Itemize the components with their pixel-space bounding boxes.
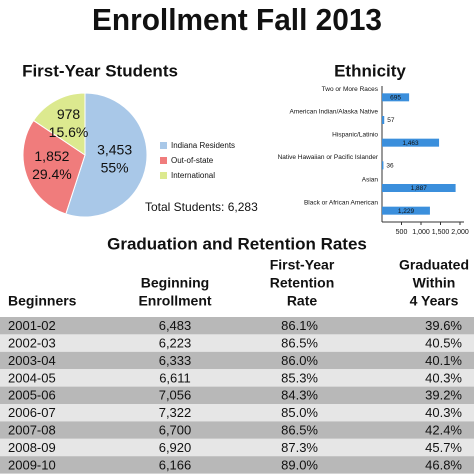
table-row — [0, 334, 474, 352]
count-label: 978 — [57, 106, 81, 122]
column-header: 4 Years — [410, 293, 459, 309]
data-label: 57 — [387, 117, 395, 124]
table-cell: 2005-06 — [8, 388, 56, 403]
table-cell: 40.1% — [425, 353, 462, 368]
bar — [382, 184, 456, 192]
table-cell: 84.3% — [281, 388, 318, 403]
pie-title: First-Year Students — [22, 61, 178, 80]
table-row — [0, 404, 474, 422]
pie-slice — [32, 92, 86, 156]
table-row — [0, 369, 474, 387]
value-label: 15.6% — [49, 124, 89, 140]
table-cell: 40.3% — [425, 370, 462, 385]
legend-swatch — [160, 157, 167, 164]
table-cell: 45.7% — [425, 440, 462, 455]
table-cell: 85.0% — [281, 405, 318, 420]
column-header: Beginning — [141, 275, 209, 291]
category-label: Asian — [362, 177, 379, 184]
column-header: Beginners — [8, 293, 77, 309]
table-cell: 6,700 — [159, 423, 192, 438]
data-label: 1,463 — [402, 140, 419, 147]
bar — [382, 116, 385, 124]
table-cell: 86.5% — [281, 423, 318, 438]
table-cell: 86.0% — [281, 353, 318, 368]
table-cell: 2009-10 — [8, 457, 56, 472]
count-label: 1,852 — [34, 148, 69, 164]
table-cell: 2001-02 — [8, 318, 56, 333]
bar — [382, 206, 430, 215]
table-cell: 2004-05 — [8, 370, 56, 385]
table-cell: 89.0% — [281, 457, 318, 472]
table-cell: 6,333 — [159, 353, 192, 368]
table-row — [0, 456, 474, 474]
count-label: 3,453 — [97, 141, 132, 157]
data-label: 1,229 — [398, 208, 415, 215]
data-label: 36 — [386, 163, 394, 170]
category-label: Native Hawaiian or Pacific Islander — [278, 154, 379, 161]
table-cell: 86.1% — [281, 318, 318, 333]
legend-label: Indiana Residents — [171, 141, 235, 150]
table-cell: 7,322 — [159, 405, 192, 420]
value-label: 29.4% — [32, 166, 72, 182]
bar-title: Ethnicity — [334, 61, 406, 80]
page-title: Enrollment Fall 2013 — [92, 2, 382, 37]
table-cell: 6,920 — [159, 440, 192, 455]
table-cell: 2008-09 — [8, 440, 56, 455]
table-cell: 2002-03 — [8, 336, 56, 351]
table-cell: 86.5% — [281, 336, 318, 351]
category-label: Hispanic/Latinio — [332, 131, 378, 138]
table-cell: 40.5% — [425, 336, 462, 351]
table-cell: 6,166 — [159, 457, 192, 472]
category-label: American Indian/Alaska Native — [289, 109, 378, 116]
table-cell: 39.6% — [425, 318, 462, 333]
data-label: 695 — [390, 95, 401, 102]
table-cell: 2007-08 — [8, 423, 56, 438]
table-row — [0, 351, 474, 370]
table-title: Graduation and Retention Rates — [107, 234, 367, 253]
table-cell: 39.2% — [425, 388, 462, 403]
table-cell: 40.3% — [425, 405, 462, 420]
pie-slice — [65, 92, 148, 218]
column-header: Retention — [270, 275, 335, 291]
legend-swatch — [160, 172, 167, 179]
x-tick-label: 500 — [396, 229, 408, 236]
legend-swatch — [160, 142, 167, 149]
category-label: Black or African American — [304, 199, 378, 206]
column-header: First-Year — [270, 257, 335, 273]
x-tick-label: 2,000 — [451, 229, 469, 236]
table-cell: 46.8% — [425, 457, 462, 472]
column-header: Graduated — [399, 257, 469, 273]
column-header: Rate — [287, 293, 318, 309]
bar — [382, 93, 410, 102]
table-row — [0, 317, 474, 335]
table-cell: 6,611 — [159, 370, 191, 385]
category-label: Two or More Races — [322, 86, 379, 93]
table-row — [0, 386, 474, 404]
legend-label: International — [171, 171, 215, 180]
x-tick-label: 1,500 — [432, 229, 450, 236]
table-cell: 6,223 — [159, 336, 192, 351]
data-label: 1,887 — [411, 185, 428, 192]
legend-label: Out-of-state — [171, 156, 214, 165]
column-header: Enrollment — [138, 293, 211, 309]
column-header: Within — [413, 275, 456, 291]
table-cell: 7,056 — [159, 388, 192, 403]
bar — [382, 138, 440, 147]
pie-annotation: Total Students: 6,283 — [145, 200, 258, 214]
bar — [382, 161, 384, 170]
table-cell: 2006-07 — [8, 405, 56, 420]
table-row — [0, 438, 474, 457]
pie-slice — [22, 119, 86, 215]
table-row — [0, 421, 474, 439]
x-tick-label: 1,000 — [412, 229, 430, 236]
value-label: 55% — [101, 159, 129, 175]
table-cell: 42.4% — [425, 423, 462, 438]
table-cell: 85.3% — [281, 370, 318, 385]
table-cell: 6,483 — [159, 318, 192, 333]
table-cell: 87.3% — [281, 440, 318, 455]
table-cell: 2003-04 — [8, 353, 56, 368]
